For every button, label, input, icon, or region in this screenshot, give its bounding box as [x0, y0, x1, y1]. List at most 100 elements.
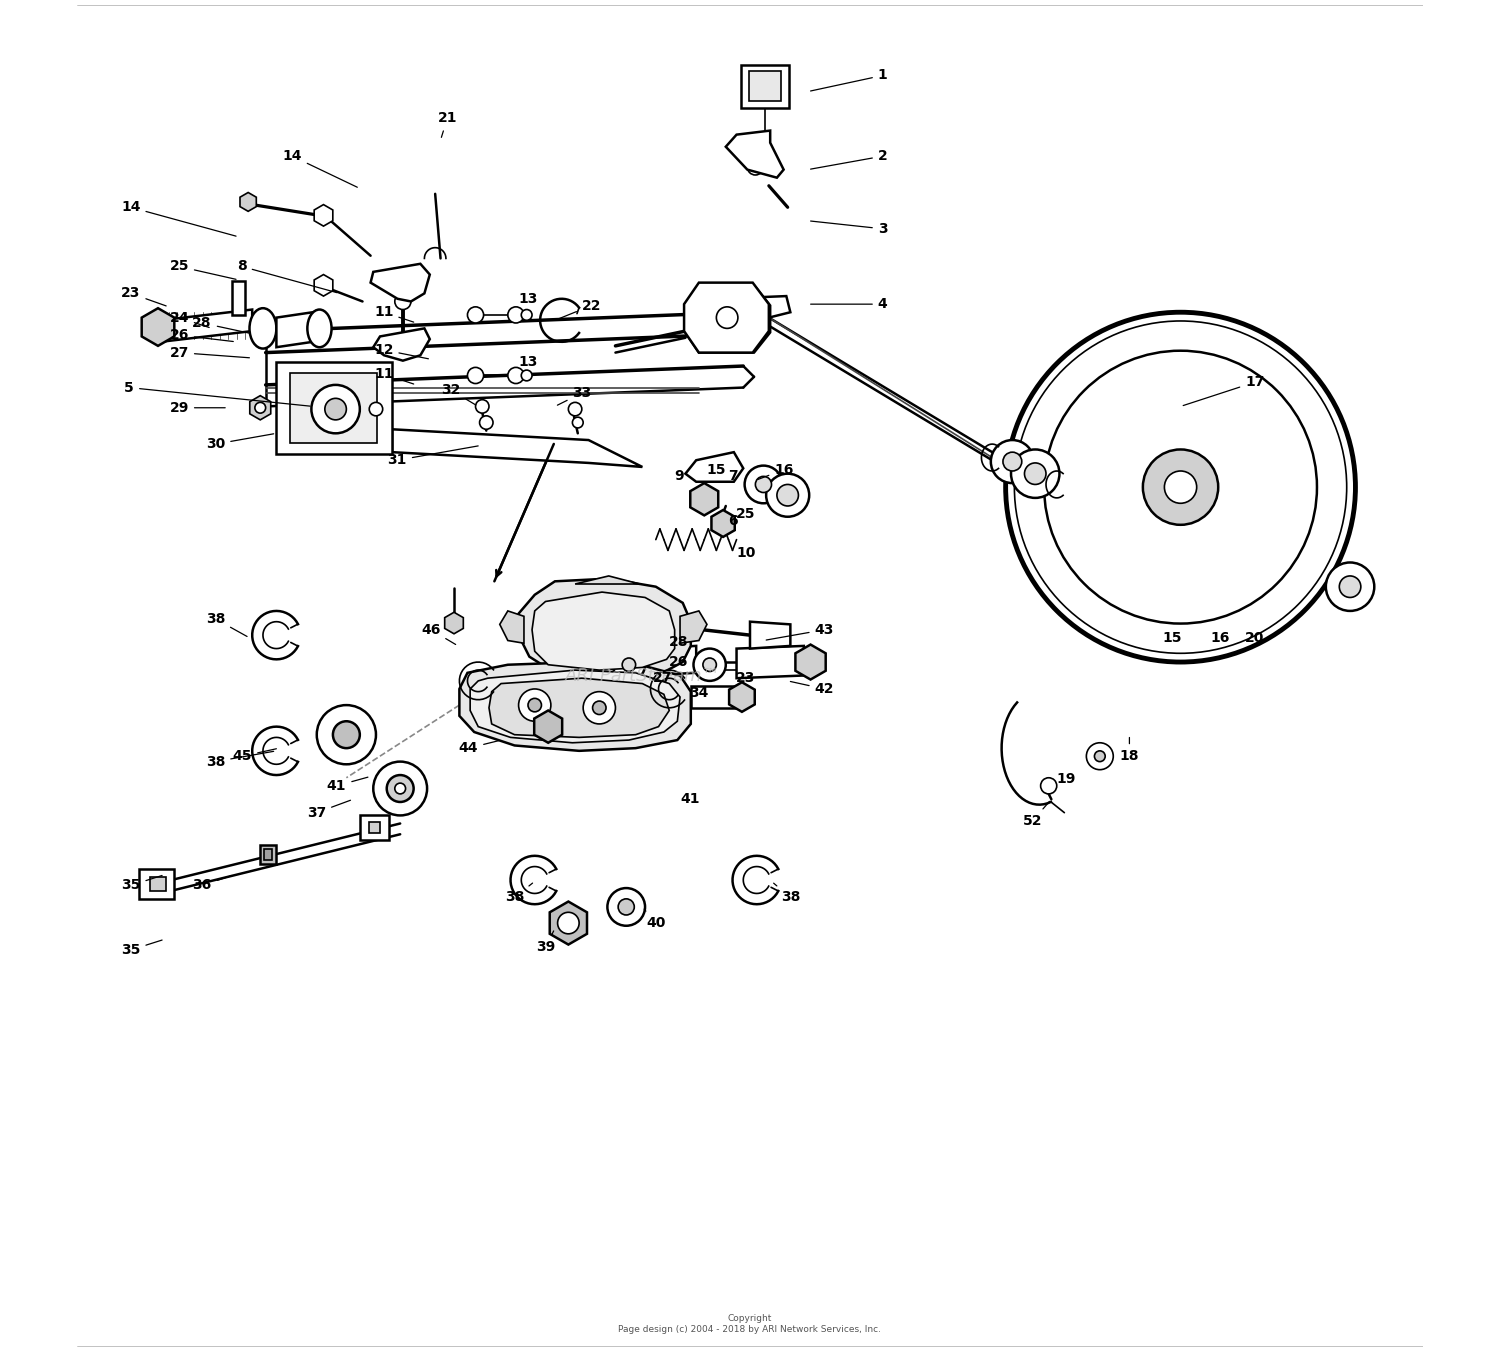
Circle shape	[1005, 312, 1356, 662]
Polygon shape	[489, 678, 669, 738]
Polygon shape	[549, 901, 586, 944]
Circle shape	[568, 403, 582, 416]
Polygon shape	[726, 131, 783, 178]
Text: 41: 41	[680, 792, 699, 807]
Bar	[748, 72, 782, 101]
Text: 35: 35	[122, 940, 162, 957]
Circle shape	[390, 269, 417, 296]
Circle shape	[396, 276, 410, 289]
Text: 15: 15	[1162, 631, 1182, 644]
Text: 46: 46	[422, 623, 456, 644]
Circle shape	[622, 658, 636, 671]
Circle shape	[741, 300, 759, 319]
Polygon shape	[534, 711, 562, 743]
Polygon shape	[686, 453, 744, 482]
Text: 3: 3	[810, 222, 888, 236]
Text: 27: 27	[652, 671, 672, 685]
Bar	[360, 816, 390, 839]
Bar	[741, 65, 789, 108]
Circle shape	[1014, 322, 1347, 654]
Text: 9: 9	[674, 469, 684, 484]
Circle shape	[392, 334, 414, 355]
Circle shape	[519, 689, 550, 721]
Circle shape	[558, 912, 579, 934]
Circle shape	[756, 477, 771, 493]
Text: 33: 33	[558, 386, 591, 405]
Text: 7: 7	[728, 469, 738, 484]
Bar	[264, 848, 273, 859]
Circle shape	[476, 400, 489, 413]
Text: 30: 30	[206, 434, 273, 451]
Text: 16: 16	[1210, 631, 1230, 644]
Circle shape	[509, 307, 524, 323]
Bar	[232, 281, 246, 315]
Text: 26: 26	[669, 655, 688, 669]
Circle shape	[333, 721, 360, 748]
Circle shape	[255, 403, 266, 413]
Text: 13: 13	[519, 292, 537, 305]
Polygon shape	[645, 646, 696, 676]
Circle shape	[1143, 450, 1218, 524]
Circle shape	[1011, 450, 1059, 499]
Circle shape	[744, 466, 783, 504]
Text: ARI PartStream™: ARI PartStream™	[564, 666, 720, 685]
Text: 43: 43	[766, 623, 834, 640]
Polygon shape	[736, 646, 804, 678]
Text: 38: 38	[506, 884, 532, 905]
Polygon shape	[240, 192, 256, 211]
Text: 15: 15	[706, 462, 726, 477]
Text: 11: 11	[374, 367, 414, 384]
Circle shape	[254, 319, 273, 338]
Polygon shape	[795, 644, 825, 680]
Text: 25: 25	[170, 259, 236, 280]
Text: 4: 4	[810, 297, 888, 311]
Text: 31: 31	[387, 446, 478, 467]
Circle shape	[777, 485, 798, 507]
Circle shape	[528, 698, 542, 712]
Ellipse shape	[249, 308, 276, 349]
Text: 18: 18	[1119, 738, 1138, 763]
Polygon shape	[680, 611, 706, 643]
Text: 26: 26	[170, 328, 234, 342]
Circle shape	[747, 159, 764, 176]
Polygon shape	[444, 612, 464, 634]
Polygon shape	[141, 308, 174, 346]
Circle shape	[1041, 778, 1058, 794]
Circle shape	[704, 658, 717, 671]
Polygon shape	[251, 396, 270, 420]
Text: 35: 35	[122, 875, 162, 893]
Polygon shape	[686, 285, 770, 353]
Polygon shape	[314, 204, 333, 226]
Circle shape	[394, 293, 411, 309]
Circle shape	[618, 898, 634, 915]
Text: 21: 21	[438, 112, 458, 138]
Circle shape	[1326, 562, 1374, 611]
Polygon shape	[276, 312, 312, 347]
Text: 42: 42	[790, 681, 834, 696]
Text: 14: 14	[282, 149, 357, 188]
Text: 36: 36	[192, 875, 232, 893]
Circle shape	[1095, 751, 1106, 762]
Text: 19: 19	[1056, 773, 1076, 786]
Polygon shape	[574, 576, 639, 584]
Text: 38: 38	[206, 751, 273, 769]
Text: 6: 6	[728, 513, 738, 528]
Polygon shape	[729, 682, 754, 712]
Bar	[290, 373, 378, 443]
Text: 10: 10	[736, 546, 756, 561]
Circle shape	[1024, 463, 1045, 485]
Circle shape	[1340, 576, 1360, 597]
Text: 12: 12	[374, 343, 429, 359]
Circle shape	[522, 370, 532, 381]
Circle shape	[468, 367, 483, 384]
Circle shape	[766, 474, 808, 516]
Text: 16: 16	[758, 462, 794, 480]
Polygon shape	[500, 611, 523, 643]
Text: 22: 22	[558, 299, 602, 319]
Circle shape	[374, 762, 427, 816]
Text: 24: 24	[170, 311, 208, 327]
Text: 2: 2	[810, 149, 888, 169]
Text: 45: 45	[232, 748, 276, 763]
Text: 44: 44	[459, 740, 498, 755]
Ellipse shape	[308, 309, 332, 347]
